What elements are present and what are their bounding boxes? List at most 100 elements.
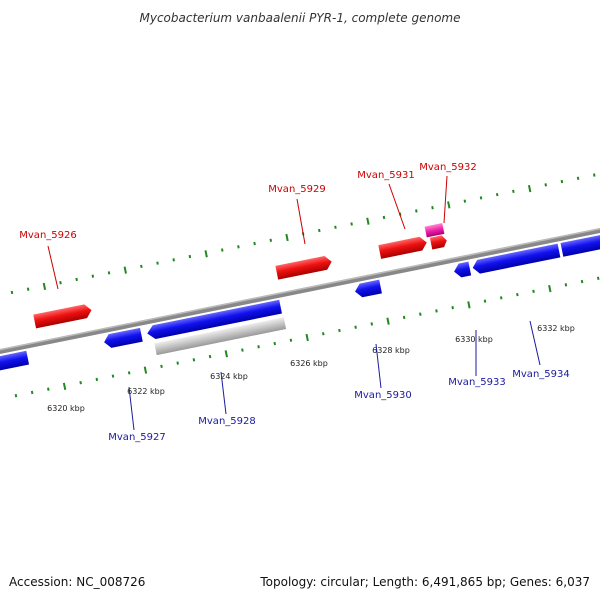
- gene-mvan-5929[interactable]: [275, 255, 333, 280]
- top-minor-tick: [479, 196, 483, 200]
- bottom-minor-tick: [370, 322, 374, 326]
- accession-text: Accession: NC_008726: [9, 575, 145, 589]
- bottom-minor-tick: [499, 296, 503, 300]
- gene-mvan-5926[interactable]: [33, 303, 93, 329]
- top-minor-tick: [107, 271, 111, 275]
- bottom-minor-tick: [47, 387, 50, 391]
- tick-label-6326: 6326 kbp: [290, 359, 328, 368]
- gene-mvan-5933[interactable]: [453, 261, 472, 279]
- bottom-minor-tick: [289, 338, 293, 342]
- gene-label-mvan-5926[interactable]: Mvan_5926: [19, 230, 76, 241]
- gene-label-mvan-5933[interactable]: Mvan_5933: [448, 377, 505, 388]
- bottom-minor-tick: [564, 283, 568, 287]
- gene-mvan-5932[interactable]: [429, 235, 448, 250]
- top-major-tick: [366, 217, 370, 225]
- tick-labels: 6320 kbp 6322 kbp 6324 kbp 6326 kbp 6328…: [47, 324, 575, 413]
- bottom-minor-tick: [111, 374, 115, 378]
- top-minor-tick: [26, 287, 30, 291]
- gene-mvan-5930[interactable]: [354, 279, 382, 299]
- map-title: Mycobacterium vanbaalenii PYR-1, complet…: [140, 11, 461, 25]
- top-minor-tick: [318, 228, 321, 233]
- bottom-minor-tick: [532, 289, 535, 294]
- bottom-major-tick: [467, 301, 471, 309]
- top-minor-tick: [576, 176, 580, 180]
- top-minor-tick: [350, 222, 353, 226]
- gene-label-mvan-5927[interactable]: Mvan_5927: [108, 432, 165, 443]
- gene-label-mvan-5930[interactable]: Mvan_5930: [354, 390, 411, 401]
- bottom-minor-tick: [160, 364, 163, 369]
- bottom-minor-tick: [30, 390, 34, 395]
- top-minor-tick: [188, 254, 192, 259]
- bottom-minor-tick: [596, 276, 600, 280]
- top-minor-tick: [156, 261, 159, 265]
- bottom-minor-tick: [127, 371, 131, 375]
- tick-label-6332: 6332 kbp: [537, 324, 575, 333]
- top-major-tick: [204, 250, 208, 258]
- genome-backbone: [0, 222, 600, 358]
- bottom-tick-track: [14, 276, 600, 398]
- tick-label-6324: 6324 kbp: [210, 372, 248, 381]
- bottom-minor-tick: [241, 348, 244, 352]
- top-minor-tick: [415, 209, 418, 213]
- top-minor-tick: [463, 199, 467, 203]
- top-minor-tick: [10, 290, 14, 295]
- bottom-minor-tick: [257, 345, 260, 349]
- top-minor-tick: [253, 241, 256, 246]
- bottom-minor-tick: [273, 341, 277, 346]
- top-major-tick: [447, 201, 451, 209]
- top-major-tick: [42, 282, 47, 291]
- top-minor-tick: [512, 189, 515, 194]
- gene-mvan-5928[interactable]: [146, 299, 287, 356]
- top-minor-tick: [140, 264, 143, 269]
- genome-summary-text: Topology: circular; Length: 6,491,865 bp…: [259, 575, 590, 589]
- bottom-minor-tick: [176, 361, 179, 365]
- bottom-minor-tick: [402, 315, 406, 320]
- gene-mvan-5931[interactable]: [378, 236, 428, 259]
- top-major-tick: [285, 233, 289, 242]
- gene-label-mvan-5931[interactable]: Mvan_5931: [357, 170, 414, 181]
- gene-mvan-5934[interactable]: [471, 229, 600, 274]
- bottom-minor-tick: [435, 309, 438, 313]
- top-minor-tick: [560, 179, 564, 184]
- bottom-major-tick: [548, 284, 552, 293]
- top-minor-tick: [237, 245, 240, 249]
- top-minor-tick: [431, 205, 434, 210]
- gene-mvan-5927[interactable]: [103, 327, 143, 349]
- gene-mvan-5932-rna[interactable]: [424, 223, 445, 238]
- top-minor-tick: [334, 225, 337, 229]
- bottom-minor-tick: [95, 377, 99, 382]
- top-minor-tick: [382, 215, 386, 220]
- top-minor-tick: [269, 238, 273, 242]
- bottom-major-tick: [386, 317, 390, 325]
- tick-label-6320: 6320 kbp: [47, 404, 85, 413]
- gene-label-mvan-5928[interactable]: Mvan_5928: [198, 416, 255, 427]
- bottom-minor-tick: [483, 299, 487, 303]
- gene-label-mvan-5929[interactable]: Mvan_5929: [268, 184, 325, 195]
- tick-label-6328: 6328 kbp: [372, 346, 410, 355]
- bottom-minor-tick: [79, 380, 82, 385]
- top-minor-tick: [59, 281, 62, 285]
- top-minor-tick: [495, 192, 499, 197]
- gene-label-mvan-5934[interactable]: Mvan_5934: [512, 369, 569, 380]
- bottom-minor-tick: [14, 394, 18, 398]
- bottom-minor-tick: [338, 328, 341, 333]
- bottom-minor-tick: [419, 312, 422, 316]
- bottom-minor-tick: [580, 279, 584, 284]
- bottom-major-tick: [62, 382, 67, 391]
- bottom-major-tick: [143, 366, 148, 374]
- pseudogene-mvan-5928: [154, 317, 287, 356]
- bottom-minor-tick: [516, 292, 519, 297]
- gene-label-mvan-5932[interactable]: Mvan_5932: [419, 162, 476, 173]
- top-major-tick: [123, 266, 127, 274]
- bottom-minor-tick: [451, 305, 454, 310]
- gene-leader-lines: [47, 175, 541, 431]
- top-minor-tick: [544, 183, 548, 187]
- top-minor-tick: [592, 173, 596, 177]
- gene-left-edge[interactable]: [0, 350, 30, 374]
- bottom-major-tick: [224, 350, 228, 358]
- tick-label-6330: 6330 kbp: [455, 335, 493, 344]
- top-minor-tick: [172, 258, 175, 262]
- tick-label-6322: 6322 kbp: [127, 387, 165, 396]
